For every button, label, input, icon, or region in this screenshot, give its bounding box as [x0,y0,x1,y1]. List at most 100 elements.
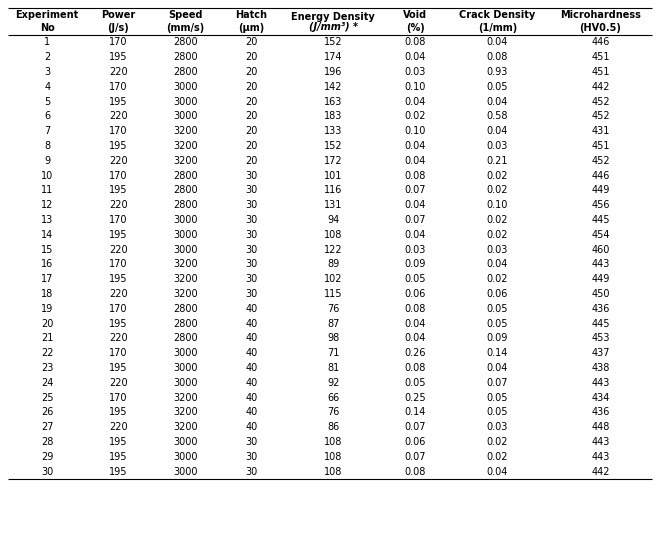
Text: 30: 30 [245,274,257,284]
Text: 195: 195 [109,437,127,447]
Text: 10: 10 [41,171,53,180]
Text: 445: 445 [591,215,610,225]
Text: 0.05: 0.05 [487,304,508,314]
Text: 0.08: 0.08 [405,363,426,373]
Text: 0.03: 0.03 [405,67,426,77]
Text: 0.07: 0.07 [487,378,508,388]
Text: 3200: 3200 [173,408,197,417]
Text: 3000: 3000 [173,244,197,255]
Text: 450: 450 [591,289,610,299]
Text: 0.04: 0.04 [487,126,508,136]
Text: 3000: 3000 [173,437,197,447]
Text: 30: 30 [245,437,257,447]
Text: 0.02: 0.02 [487,274,508,284]
Text: 0.05: 0.05 [487,392,508,403]
Text: 0.04: 0.04 [487,363,508,373]
Text: 0.10: 0.10 [487,200,508,210]
Text: 9: 9 [44,156,50,166]
Text: 25: 25 [41,392,53,403]
Text: 0.04: 0.04 [405,52,426,62]
Text: 30: 30 [245,200,257,210]
Text: 220: 220 [109,156,127,166]
Text: 0.93: 0.93 [487,67,508,77]
Text: 2800: 2800 [173,333,197,344]
Text: 12: 12 [41,200,53,210]
Text: 4: 4 [44,82,50,92]
Text: 0.08: 0.08 [405,304,426,314]
Text: 220: 220 [109,67,127,77]
Text: 0.14: 0.14 [487,348,508,358]
Text: 3200: 3200 [173,156,197,166]
Text: 0.05: 0.05 [487,408,508,417]
Text: 0.09: 0.09 [405,260,426,269]
Text: 66: 66 [327,392,339,403]
Text: 20: 20 [245,141,257,151]
Text: 0.08: 0.08 [405,467,426,476]
Text: 3000: 3000 [173,112,197,121]
Text: 449: 449 [591,274,610,284]
Text: 92: 92 [327,378,339,388]
Text: 20: 20 [245,156,257,166]
Text: 94: 94 [327,215,339,225]
Text: 30: 30 [245,452,257,462]
Text: 172: 172 [324,156,343,166]
Text: 0.04: 0.04 [405,156,426,166]
Text: 18: 18 [41,289,53,299]
Text: 87: 87 [327,319,339,328]
Text: 20: 20 [41,319,53,328]
Text: 451: 451 [591,141,610,151]
Text: 446: 446 [591,171,610,180]
Text: 3: 3 [44,67,50,77]
Text: 0.02: 0.02 [487,452,508,462]
Text: 8: 8 [44,141,50,151]
Text: 17: 17 [41,274,53,284]
Text: 452: 452 [591,156,610,166]
Text: 16: 16 [41,260,53,269]
Text: 2800: 2800 [173,304,197,314]
Text: 0.06: 0.06 [487,289,508,299]
Text: 5: 5 [44,96,50,107]
Text: 436: 436 [591,304,610,314]
Text: 3000: 3000 [173,467,197,476]
Text: 0.10: 0.10 [405,126,426,136]
Text: 3200: 3200 [173,289,197,299]
Text: 0.07: 0.07 [405,422,426,432]
Text: 3000: 3000 [173,452,197,462]
Text: 20: 20 [245,67,257,77]
Text: 170: 170 [109,304,127,314]
Text: Hatch
(μm): Hatch (μm) [235,10,267,33]
Text: 26: 26 [41,408,53,417]
Text: 452: 452 [591,112,610,121]
Text: 2800: 2800 [173,37,197,47]
Text: 81: 81 [327,363,339,373]
Text: 220: 220 [109,244,127,255]
Text: 453: 453 [591,333,610,344]
Text: 3200: 3200 [173,126,197,136]
Text: 0.04: 0.04 [405,141,426,151]
Text: 0.08: 0.08 [405,171,426,180]
Text: 195: 195 [109,96,127,107]
Text: 19: 19 [41,304,53,314]
Text: 0.04: 0.04 [405,319,426,328]
Text: 3000: 3000 [173,230,197,240]
Text: 448: 448 [591,422,610,432]
Text: 220: 220 [109,333,127,344]
Text: 89: 89 [327,260,339,269]
Text: 170: 170 [109,171,127,180]
Text: 170: 170 [109,215,127,225]
Text: 0.03: 0.03 [487,141,508,151]
Text: 438: 438 [591,363,610,373]
Text: Speed
(mm/s): Speed (mm/s) [166,10,205,33]
Text: 30: 30 [41,467,53,476]
Text: 3000: 3000 [173,215,197,225]
Text: 0.07: 0.07 [405,185,426,196]
Text: Experiment
No: Experiment No [16,10,79,33]
Text: 195: 195 [109,185,127,196]
Text: 30: 30 [245,230,257,240]
Text: 460: 460 [591,244,610,255]
Text: Energy Density: Energy Density [292,12,376,22]
Text: 1: 1 [44,37,50,47]
Text: 3200: 3200 [173,274,197,284]
Text: 170: 170 [109,348,127,358]
Text: 2800: 2800 [173,200,197,210]
